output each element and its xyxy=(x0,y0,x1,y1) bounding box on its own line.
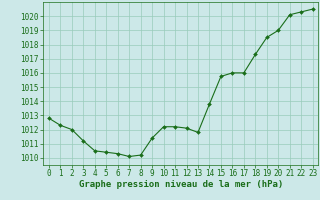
X-axis label: Graphe pression niveau de la mer (hPa): Graphe pression niveau de la mer (hPa) xyxy=(79,180,283,189)
